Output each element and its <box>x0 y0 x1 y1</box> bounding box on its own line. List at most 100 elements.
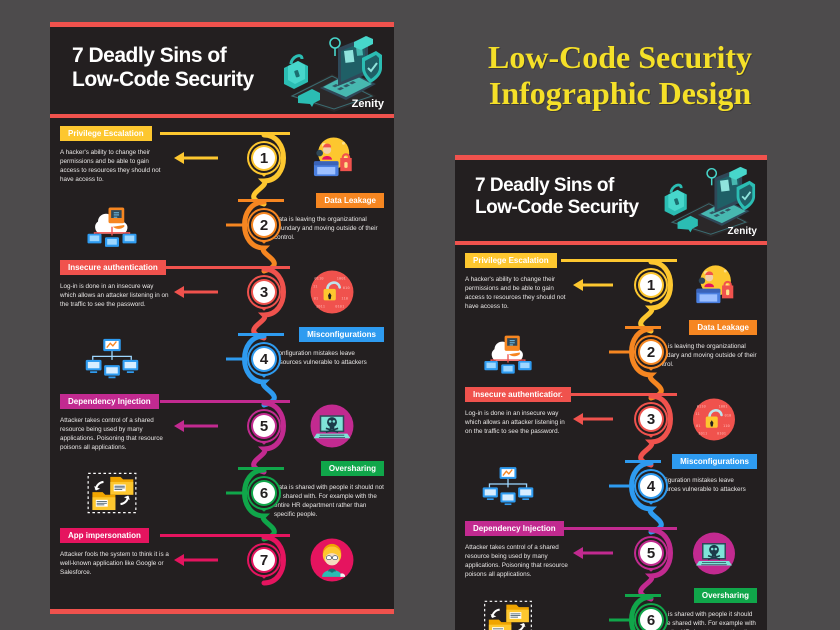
sin-arrow-5 <box>174 419 218 433</box>
headline-line-2: Infographic Design <box>488 74 752 111</box>
sin-tag-1[interactable]: Privilege Escalation <box>465 253 557 268</box>
badge-number: 5 <box>253 415 275 437</box>
sin-badge-7[interactable]: 7 <box>247 543 281 579</box>
poster-top-rule <box>50 22 394 27</box>
sin-arrow-1 <box>573 278 613 292</box>
sin-badge-6[interactable]: 6 <box>634 603 668 630</box>
tag-connector-2 <box>238 199 284 202</box>
sin-tag-6[interactable]: Oversharing <box>320 461 384 476</box>
header-divider-rule-2 <box>455 241 767 245</box>
arrow-shaft <box>226 491 262 495</box>
sin-badge-3[interactable]: 3 <box>247 275 281 311</box>
infographic-poster-cropped: 7 Deadly Sins of Low-Code Security <box>455 155 767 630</box>
badge-number: 4 <box>640 475 662 497</box>
svg-text:1011: 1011 <box>698 431 707 435</box>
sin-tag-2[interactable]: Data Leakage <box>316 193 384 208</box>
tag-connector-6 <box>625 594 661 597</box>
poster-bottom-rule <box>50 609 394 614</box>
svg-text:01: 01 <box>314 296 319 301</box>
sin-tag-7[interactable]: App impersonation <box>60 528 149 543</box>
sin-description-1: A hacker's ability to change their permi… <box>465 276 566 311</box>
sin-arrow-5 <box>573 546 613 560</box>
badge-number: 1 <box>253 147 275 169</box>
poster-title-2: 7 Deadly Sins of Low-Code Security <box>475 175 639 219</box>
sin-tag-4[interactable]: Misconfigurations <box>672 454 757 469</box>
badge-number: 6 <box>640 609 662 630</box>
sin-arrow-7 <box>174 553 218 567</box>
poster-title-line-1: 7 Deadly Sins of <box>72 44 227 67</box>
arrow-shaft <box>581 551 613 555</box>
header-illustration-2 <box>657 165 759 237</box>
sin-badge-1[interactable]: 1 <box>634 268 668 304</box>
arrow-head <box>573 547 583 559</box>
svg-text:1001: 1001 <box>719 404 728 408</box>
sin-description-4: Configuration mistakes leave resources v… <box>653 477 746 494</box>
sin-description-5: Attacker takes control of a shared resou… <box>465 544 568 579</box>
arrow-head <box>174 152 184 164</box>
tag-connector-1 <box>160 132 290 135</box>
tag-connector-2 <box>625 326 661 329</box>
arrow-shaft <box>581 283 613 287</box>
sin-arrow-3 <box>174 285 218 299</box>
svg-text:0101: 0101 <box>717 431 726 435</box>
brand-label: Zenity <box>351 98 384 110</box>
sin-badge-4[interactable]: 4 <box>247 342 281 378</box>
open-padlock-binary-icon: 0110 1001 11 010 01 110 1011 0101 <box>687 397 741 442</box>
sin-badge-5[interactable]: 5 <box>247 409 281 445</box>
badge-number: 5 <box>640 542 662 564</box>
sin-description-3: Log-in is done in an insecure way which … <box>465 410 565 436</box>
badge-number: 2 <box>640 341 662 363</box>
sin-badge-3[interactable]: 3 <box>634 402 668 438</box>
sin-badge-1[interactable]: 1 <box>247 141 281 177</box>
sin-description-7: Attacker fools the system to think it is… <box>60 551 169 577</box>
badge-number: 3 <box>253 281 275 303</box>
folder-sync-share-icon <box>481 598 535 630</box>
poster-title-2-line-2: Low-Code Security <box>475 197 639 219</box>
sin-description-3: Log-in is done in an insecure way which … <box>60 283 169 309</box>
folder-sync-share-icon <box>84 470 140 516</box>
badge-number: 4 <box>253 348 275 370</box>
arrow-shaft <box>609 618 641 622</box>
headline-line-1: Low-Code Security <box>488 39 752 75</box>
badge-number: 3 <box>640 408 662 430</box>
header-illustration <box>276 34 386 112</box>
sin-tag-5[interactable]: Dependency Injection <box>465 521 564 536</box>
badge-number: 1 <box>640 274 662 296</box>
sin-tag-2[interactable]: Data Leakage <box>689 320 757 335</box>
svg-text:1011: 1011 <box>316 303 326 308</box>
sin-badge-2[interactable]: 2 <box>247 208 281 244</box>
infographic-poster-full: 7 Deadly Sins of Low-Code Security <box>50 22 394 614</box>
skull-laptop-malware-icon <box>304 403 360 449</box>
arrow-head <box>573 413 583 425</box>
svg-text:0110: 0110 <box>697 404 707 408</box>
svg-text:1001: 1001 <box>337 276 347 281</box>
sin-tag-4[interactable]: Misconfigurations <box>299 327 384 342</box>
design-headline: Low-Code Security Infographic Design <box>420 39 820 112</box>
svg-text:010: 010 <box>343 285 351 290</box>
sins-list: Privilege Escalation A hacker's ability t… <box>50 122 394 608</box>
sin-tag-1[interactable]: Privilege Escalation <box>60 126 152 141</box>
sin-description-2: Data is leaving the organizational bound… <box>274 216 378 242</box>
arrow-shaft <box>182 156 218 160</box>
poster-top-rule-2 <box>455 155 767 160</box>
sin-badge-2[interactable]: 2 <box>634 335 668 371</box>
sin-tag-3[interactable]: Insecure authentication <box>465 387 571 402</box>
sins-list-2: Privilege Escalation A hacker's ability t… <box>455 249 767 630</box>
sin-tag-3[interactable]: Insecure authentication <box>60 260 166 275</box>
sin-tag-5[interactable]: Dependency Injection <box>60 394 159 409</box>
svg-text:11: 11 <box>313 283 318 288</box>
sin-description-6: Data is shared with people it should not… <box>274 484 384 519</box>
tag-connector-5 <box>160 400 290 403</box>
sin-tag-6[interactable]: Oversharing <box>693 588 757 603</box>
svg-text:01: 01 <box>696 424 701 428</box>
sin-description-6: Data is shared with people it should not… <box>653 611 756 630</box>
tag-connector-3 <box>561 393 677 396</box>
sin-badge-4[interactable]: 4 <box>634 469 668 505</box>
sin-badge-5[interactable]: 5 <box>634 536 668 572</box>
tag-connector-6 <box>238 467 284 470</box>
user-permissions-lock-icon <box>304 135 360 181</box>
svg-text:010: 010 <box>725 413 733 417</box>
sin-badge-6[interactable]: 6 <box>247 476 281 512</box>
poster-header-2: 7 Deadly Sins of Low-Code Security <box>455 155 767 241</box>
